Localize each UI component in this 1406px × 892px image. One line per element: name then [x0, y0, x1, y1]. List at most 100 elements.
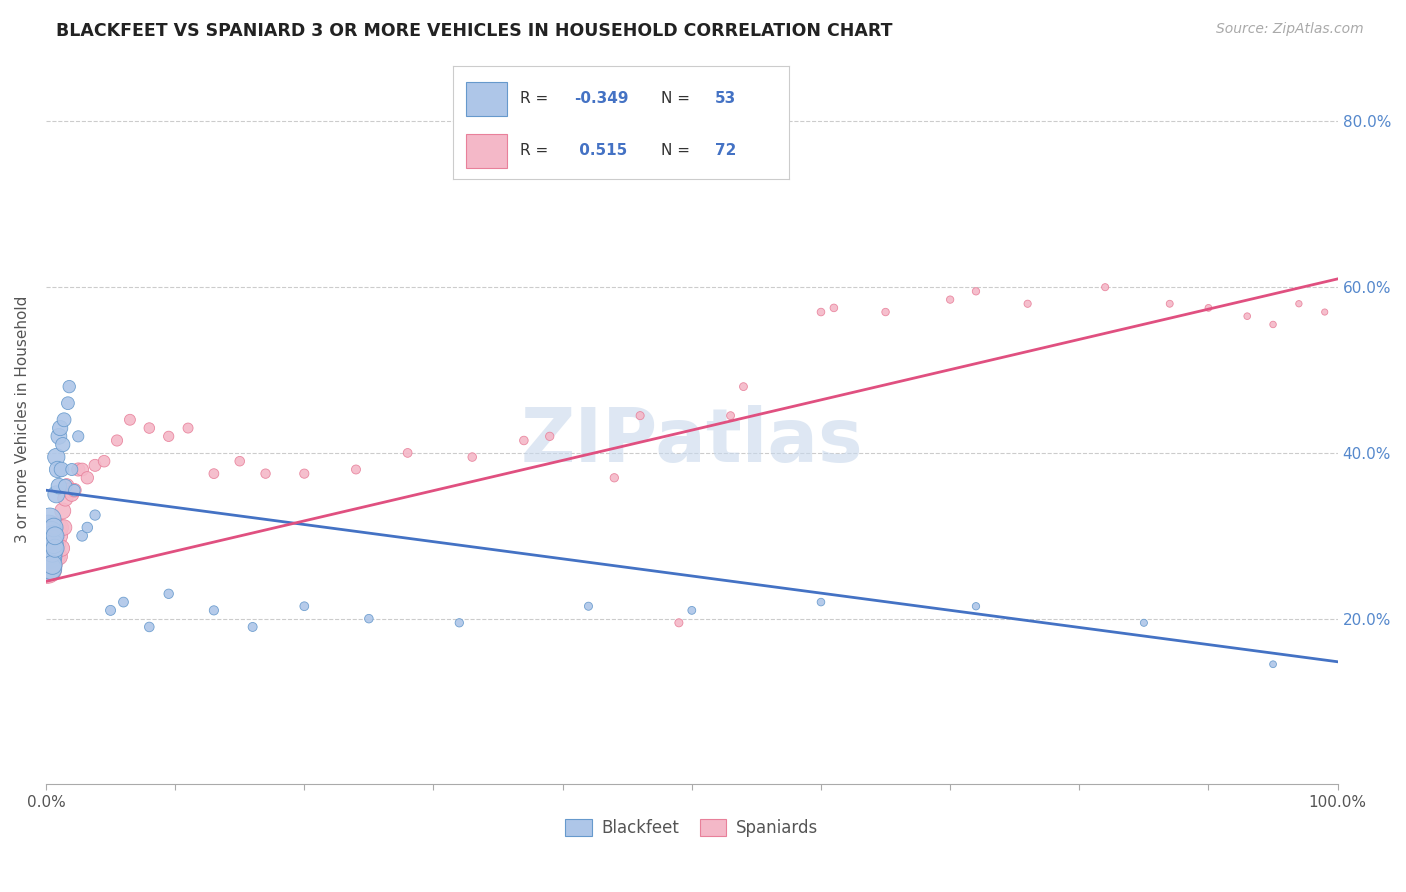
Point [292, 467, 315, 481]
Point [45, 487, 67, 501]
Point [157, 429, 180, 443]
Point [202, 467, 225, 481]
Point [37, 562, 59, 576]
Point [38, 533, 60, 547]
Point [37, 554, 59, 568]
Point [67, 462, 90, 476]
Point [628, 409, 651, 423]
Point [449, 615, 471, 630]
Point [70, 462, 93, 476]
Point [51, 462, 73, 476]
Point [38, 549, 60, 564]
Point [1017, 297, 1039, 311]
Point [681, 603, 703, 617]
Point [48, 479, 70, 493]
Point [939, 293, 962, 307]
Point [41, 533, 63, 547]
Point [41, 558, 63, 572]
Point [37, 541, 59, 556]
Point [965, 285, 987, 299]
Point [38, 549, 60, 564]
Point [1159, 297, 1181, 311]
Point [1198, 301, 1220, 315]
Point [112, 595, 135, 609]
Point [38, 549, 60, 564]
Point [58, 483, 80, 498]
Point [38, 558, 60, 572]
Point [38, 541, 60, 556]
Point [42, 545, 65, 559]
Point [39, 558, 62, 572]
Point [52, 437, 75, 451]
Point [44, 541, 66, 556]
Point [461, 450, 484, 464]
Point [105, 434, 128, 448]
Point [45, 549, 67, 564]
Point [39, 549, 62, 564]
Point [38, 524, 60, 539]
Point [720, 409, 742, 423]
Point [1094, 280, 1116, 294]
Text: BLACKFEET VS SPANIARD 3 OR MORE VEHICLES IN HOUSEHOLD CORRELATION CHART: BLACKFEET VS SPANIARD 3 OR MORE VEHICLES… [56, 22, 893, 40]
Point [84, 458, 107, 473]
Point [1288, 297, 1310, 311]
Point [138, 620, 160, 634]
Point [37, 554, 59, 568]
Point [38, 512, 60, 526]
Point [76, 520, 98, 534]
Point [49, 421, 72, 435]
Point [733, 379, 755, 393]
Legend: Blackfeet, Spaniards: Blackfeet, Spaniards [557, 811, 827, 846]
Point [823, 301, 845, 315]
Point [52, 504, 75, 518]
Point [39, 529, 62, 543]
Point [118, 413, 141, 427]
Point [48, 429, 70, 443]
Point [84, 508, 107, 522]
Point [38, 545, 60, 559]
Point [70, 529, 93, 543]
Y-axis label: 3 or more Vehicles in Household: 3 or more Vehicles in Household [15, 296, 30, 543]
Point [45, 537, 67, 551]
Point [603, 471, 626, 485]
Point [39, 541, 62, 556]
Text: Source: ZipAtlas.com: Source: ZipAtlas.com [1216, 22, 1364, 37]
Point [538, 429, 561, 443]
Point [965, 599, 987, 614]
Point [1261, 318, 1284, 332]
Point [357, 612, 380, 626]
Point [1236, 309, 1258, 323]
Point [41, 541, 63, 556]
Point [41, 529, 63, 543]
Point [55, 479, 77, 493]
Point [46, 462, 69, 476]
Point [46, 520, 69, 534]
Point [875, 305, 897, 319]
Point [58, 379, 80, 393]
Point [53, 520, 76, 534]
Point [41, 549, 63, 564]
Point [138, 421, 160, 435]
Point [513, 434, 536, 448]
Point [39, 562, 62, 576]
Point [177, 421, 200, 435]
Point [42, 520, 65, 534]
Point [93, 454, 115, 468]
Point [42, 533, 65, 547]
Point [668, 615, 690, 630]
Point [56, 396, 79, 410]
Point [37, 537, 59, 551]
Text: ZIPatlas: ZIPatlas [520, 405, 863, 478]
Point [578, 599, 600, 614]
Point [344, 462, 367, 476]
Point [38, 520, 60, 534]
Point [242, 620, 264, 634]
Point [38, 537, 60, 551]
Point [41, 545, 63, 559]
Point [1313, 305, 1336, 319]
Point [53, 479, 76, 493]
Point [37, 529, 59, 543]
Point [39, 524, 62, 539]
Point [810, 305, 832, 319]
Point [1261, 657, 1284, 672]
